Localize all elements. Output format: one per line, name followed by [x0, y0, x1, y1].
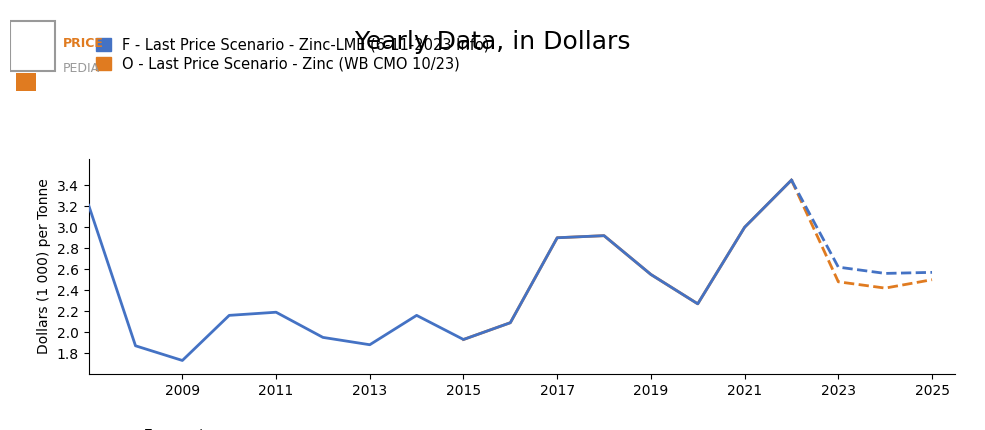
Text: Yearly Data, in Dollars: Yearly Data, in Dollars	[355, 30, 630, 54]
Polygon shape	[16, 73, 35, 91]
Text: PRICE: PRICE	[63, 37, 103, 49]
Y-axis label: Dollars (1 000) per Tonne: Dollars (1 000) per Tonne	[37, 179, 51, 354]
Bar	[10, 21, 55, 71]
Text: PEDIA: PEDIA	[63, 62, 100, 75]
Legend: Forecast: Forecast	[96, 429, 206, 430]
